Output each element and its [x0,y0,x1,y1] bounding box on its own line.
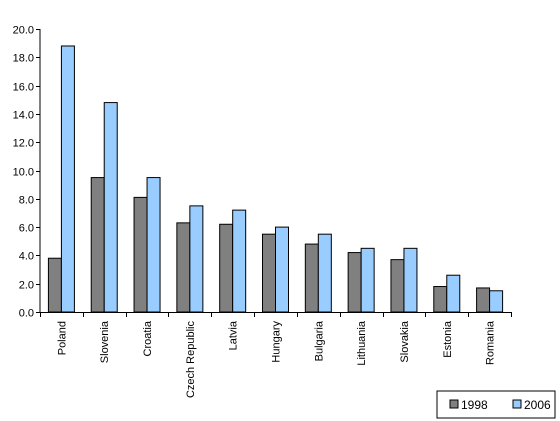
y-tick-label: 2.0 [19,280,34,292]
x-tick-label: Hungary [271,321,283,363]
legend-swatch-2006 [512,399,522,409]
y-tick-label: 14.0 [13,110,34,122]
y-tick-label: 18.0 [13,53,34,65]
bar-1998-lithuania [347,252,362,313]
bars [47,45,504,313]
legend: 1998 2006 [436,390,556,419]
x-tick-label: Slovenia [99,320,111,363]
x-axis: Poland Slovenia Croatia Czech Republic Latvi… [40,312,512,398]
x-tick-label: Romania [485,320,497,365]
bar-1998-poland [47,257,62,313]
bar-2006-lithuania [360,247,375,313]
bar-1998-bulgaria [304,243,319,313]
x-tick-label: Estonia [442,320,454,358]
x-tick-label: Bulgaria [313,320,325,361]
bar-1998-slovenia [90,177,105,313]
bar-2006-slovakia [403,247,418,313]
bar-2006-romania [489,290,504,313]
y-tick-label: 0.0 [19,308,34,320]
y-axis: 0.0 2.0 4.0 6.0 8.0 10.0 12.0 14.0 16.0 18.0 20.0 [13,25,41,320]
y-tick-label: 6.0 [19,223,34,235]
bar-2006-bulgaria [317,233,332,313]
bar-1998-estonia [433,286,448,313]
bar-1998-romania [476,287,491,313]
bar-2006-estonia [446,274,461,313]
x-tick-label: Slovakia [399,320,411,362]
y-tick-label: 4.0 [19,251,34,263]
x-tick-label: Poland [56,321,68,355]
bar-1998-czech-republic [176,222,191,313]
bar-2006-hungary [275,226,289,313]
bar-1998-latvia [219,223,234,313]
bar-1998-croatia [133,196,148,313]
legend-swatch-1998 [449,399,459,409]
y-tick-label: 10.0 [13,167,34,179]
bar-2006-slovenia [103,102,118,313]
bar-1998-hungary [262,233,276,313]
x-tick-label: Czech Republic [185,321,197,399]
y-tick-label: 16.0 [13,82,34,94]
legend-label-1998: 1998 [461,398,488,412]
bar-2006-czech-republic [189,205,204,313]
x-tick-label: Lithuania [356,320,368,366]
y-tick-label: 12.0 [13,138,34,150]
bar-2006-poland [60,45,75,313]
y-tick-label: 20.0 [13,25,34,37]
y-tick-label: 8.0 [19,195,34,207]
bar-2006-latvia [232,209,247,313]
x-tick-label: Croatia [142,320,154,356]
x-tick-label: Latvia [228,320,240,350]
bar-1998-slovakia [390,259,405,313]
legend-label-2006: 2006 [524,398,551,412]
bar-2006-croatia [146,177,161,313]
